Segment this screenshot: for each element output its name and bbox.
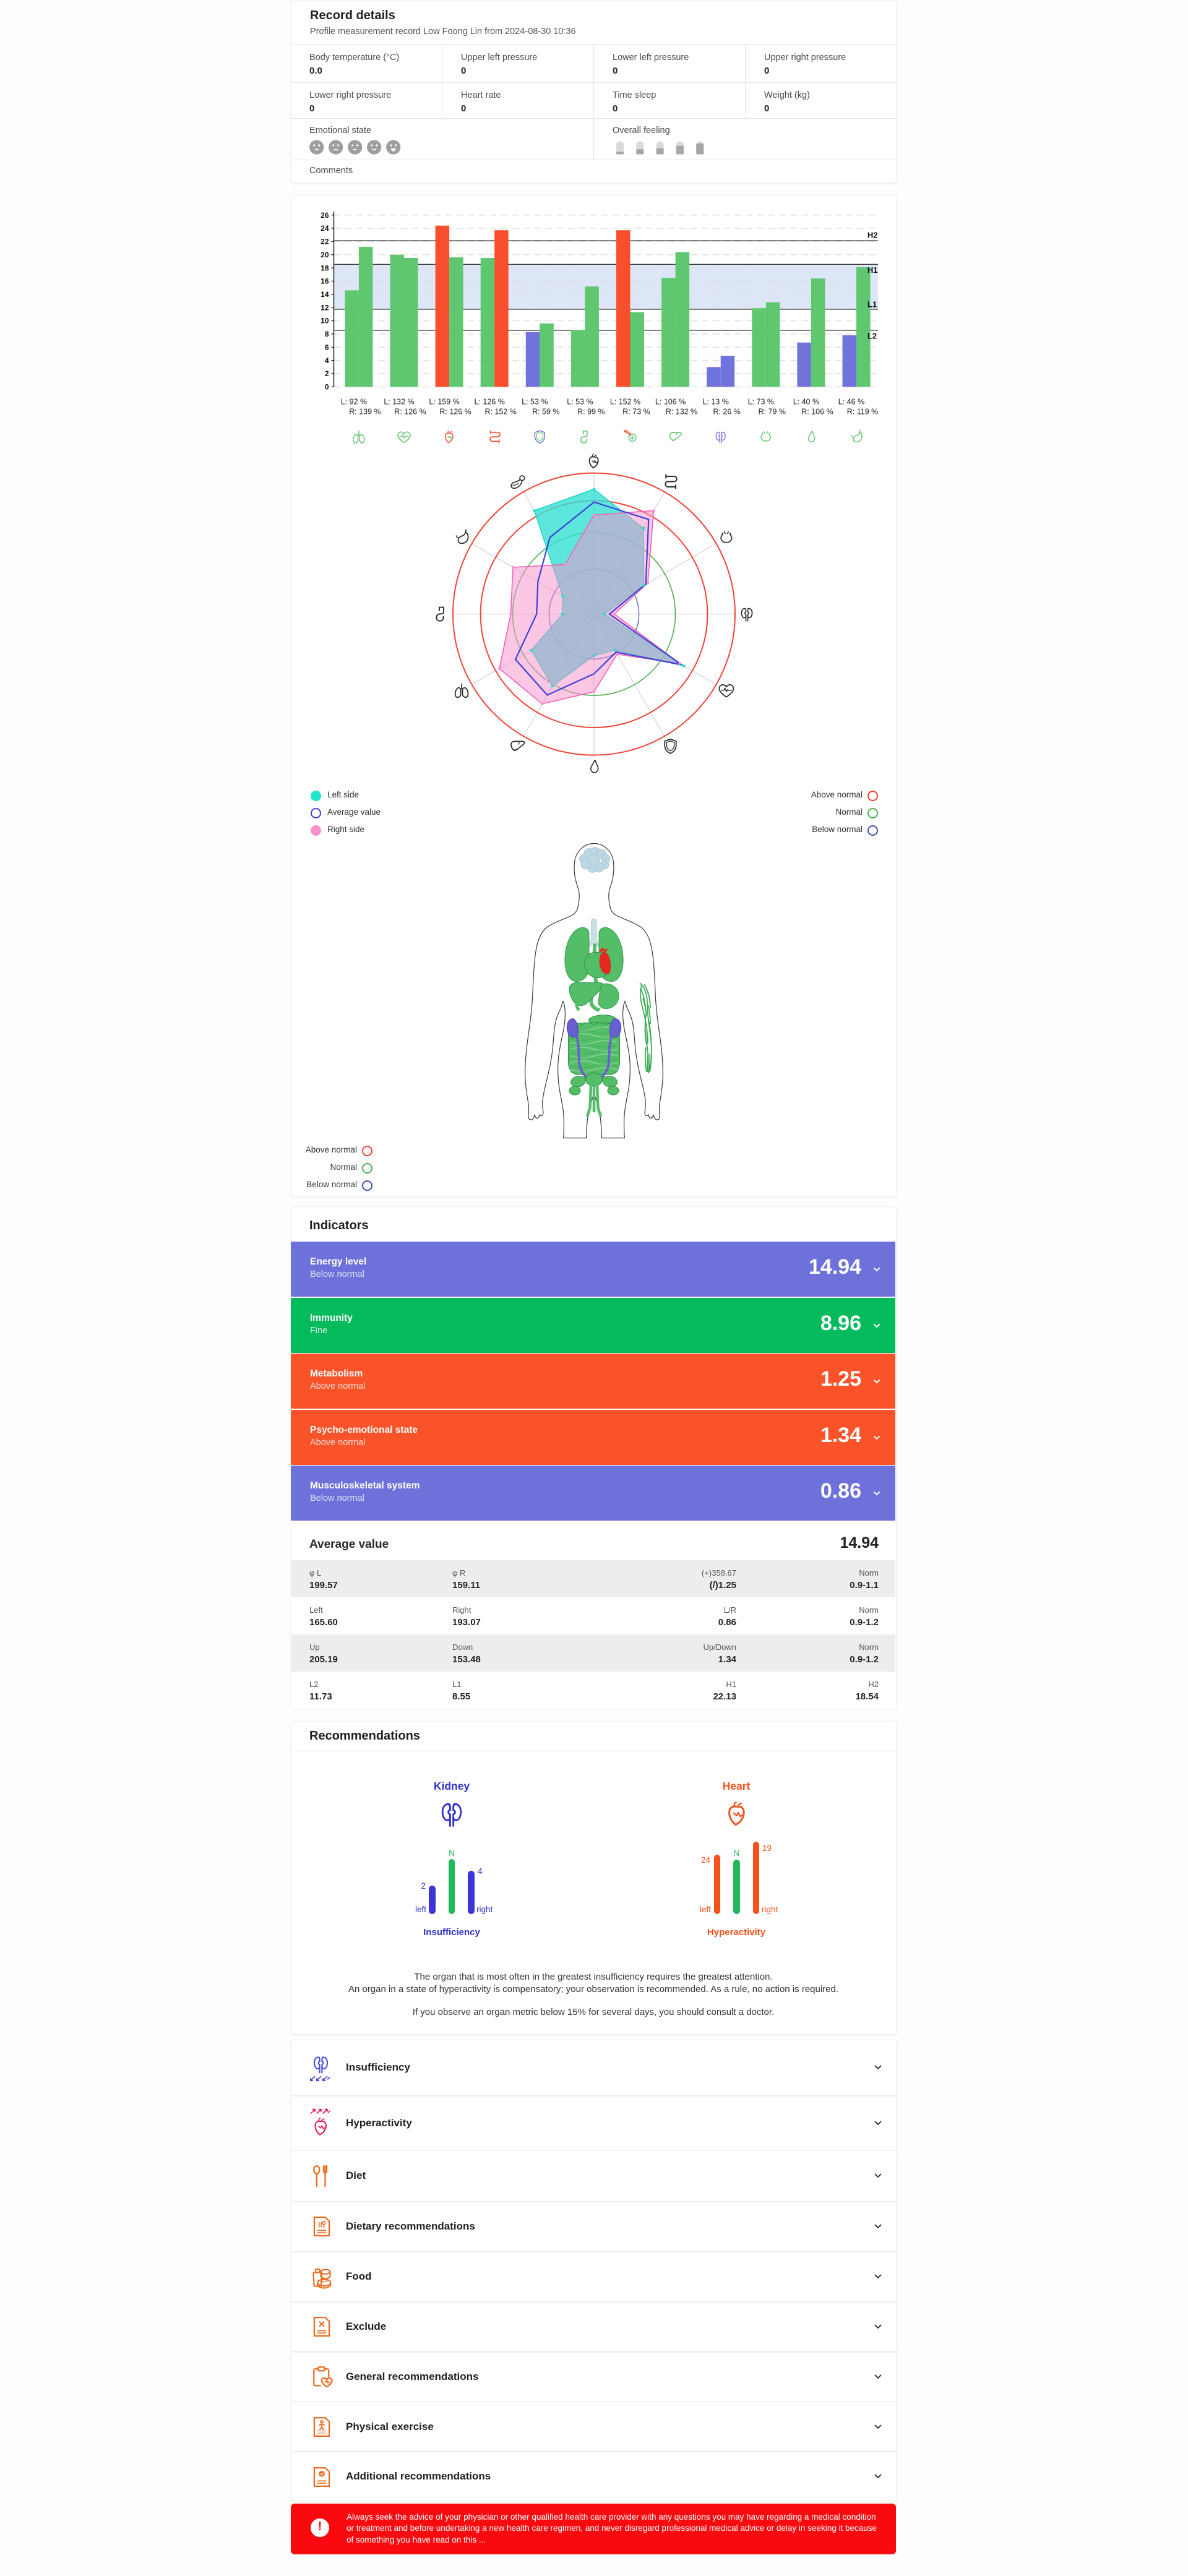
svg-text:L: 73 %: L: 73 % (747, 397, 773, 406)
svg-text:R: 126 %: R: 126 % (394, 407, 426, 416)
svg-text:L: 159 %: L: 159 % (429, 397, 459, 406)
svg-text:L: 13 %: L: 13 % (702, 397, 728, 406)
svg-text:2: 2 (324, 369, 329, 378)
svg-text:L: 46 %: L: 46 % (838, 397, 864, 406)
svg-text:16: 16 (321, 277, 329, 286)
svg-text:6: 6 (324, 343, 329, 351)
svg-text:8: 8 (324, 330, 329, 338)
svg-text:L: 106 %: L: 106 % (655, 397, 685, 406)
svg-text:R: 73 %: R: 73 % (622, 407, 650, 416)
svg-text:R: 139 %: R: 139 % (349, 407, 381, 416)
svg-text:R: 99 %: R: 99 % (577, 407, 605, 416)
svg-text:L: 40 %: L: 40 % (793, 397, 819, 406)
svg-text:R: 126 %: R: 126 % (439, 407, 471, 416)
svg-text:24: 24 (321, 224, 329, 233)
svg-text:R: 26 %: R: 26 % (713, 407, 740, 416)
svg-text:R: 119 %: R: 119 % (846, 407, 878, 416)
svg-text:R: 59 %: R: 59 % (532, 407, 559, 416)
svg-text:20: 20 (321, 251, 329, 259)
svg-text:22: 22 (321, 238, 329, 246)
svg-text:0: 0 (324, 383, 329, 392)
svg-text:L1: L1 (867, 300, 876, 309)
svg-text:L: 53 %: L: 53 % (567, 397, 593, 406)
svg-text:L: 132 %: L: 132 % (384, 397, 414, 406)
svg-text:26: 26 (321, 211, 329, 220)
svg-text:L: 92 %: L: 92 % (340, 397, 366, 406)
svg-text:H2: H2 (867, 231, 877, 240)
svg-text:L2: L2 (867, 332, 876, 341)
svg-text:R: 152 %: R: 152 % (484, 407, 516, 416)
svg-text:R: 132 %: R: 132 % (665, 407, 697, 416)
svg-text:L: 126 %: L: 126 % (474, 397, 504, 406)
svg-text:10: 10 (321, 317, 329, 325)
svg-text:18: 18 (321, 264, 329, 272)
svg-text:12: 12 (321, 303, 329, 312)
svg-text:L: 152 %: L: 152 % (609, 397, 640, 406)
svg-text:H1: H1 (867, 265, 877, 275)
svg-text:L: 53 %: L: 53 % (522, 397, 548, 406)
svg-text:R: 106 %: R: 106 % (801, 407, 833, 416)
svg-text:R: 79 %: R: 79 % (758, 407, 785, 416)
svg-text:4: 4 (324, 356, 329, 365)
svg-text:14: 14 (321, 290, 329, 299)
